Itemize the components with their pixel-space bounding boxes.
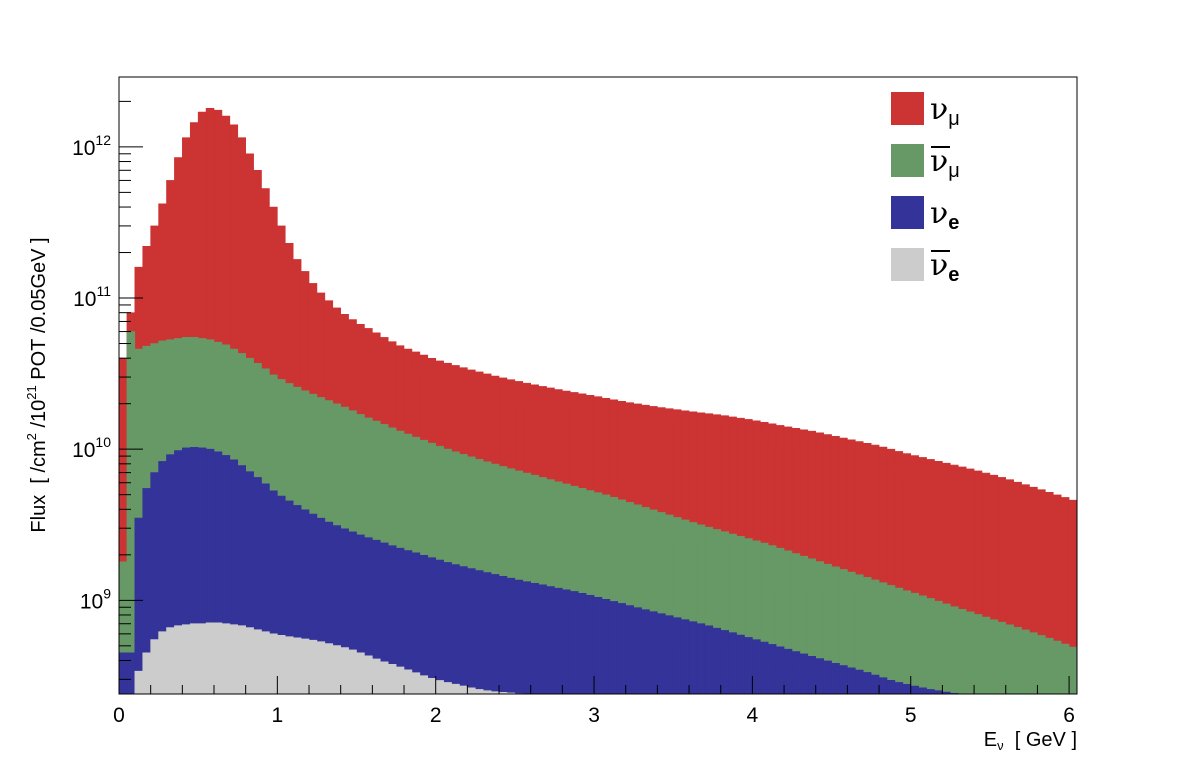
y-tick-label: 1011	[73, 283, 111, 311]
legend-swatch	[891, 196, 924, 229]
y-axis-label: Flux [ /cm2 /1021 POT /0.05GeV ]	[24, 237, 50, 532]
legend-entry-label: νe	[930, 196, 959, 234]
legend-swatch	[891, 248, 924, 281]
plot-frame	[118, 76, 1078, 695]
x-tick-label: 3	[588, 704, 600, 727]
x-tick-label: 4	[747, 704, 759, 727]
x-tick-label: 6	[1063, 704, 1075, 727]
y-tick-label: 109	[80, 585, 111, 613]
x-tick-label: 5	[905, 704, 917, 727]
y-tick-label: 1012	[72, 132, 111, 160]
x-tick-label: 1	[272, 704, 284, 727]
series-2-histogram	[118, 446, 959, 695]
x-axis-label: Eν [ GeV ]	[984, 729, 1077, 753]
x-tick-label: 0	[113, 704, 125, 727]
y-tick-label: 1010	[72, 434, 111, 462]
legend-entry-label: νμ	[930, 144, 960, 182]
axes-layer: 0 1 2 3 4 5 6 109 1010 1011 1012	[72, 100, 1075, 727]
x-tick-label: 2	[430, 704, 442, 727]
legend: νμ νμ νe νe	[891, 92, 960, 286]
legend-swatch	[891, 92, 924, 125]
series-layer	[118, 108, 1078, 695]
legend-swatch	[891, 144, 924, 177]
legend-entry-label: νμ	[930, 92, 960, 130]
legend-entry-label: νe	[930, 248, 959, 286]
